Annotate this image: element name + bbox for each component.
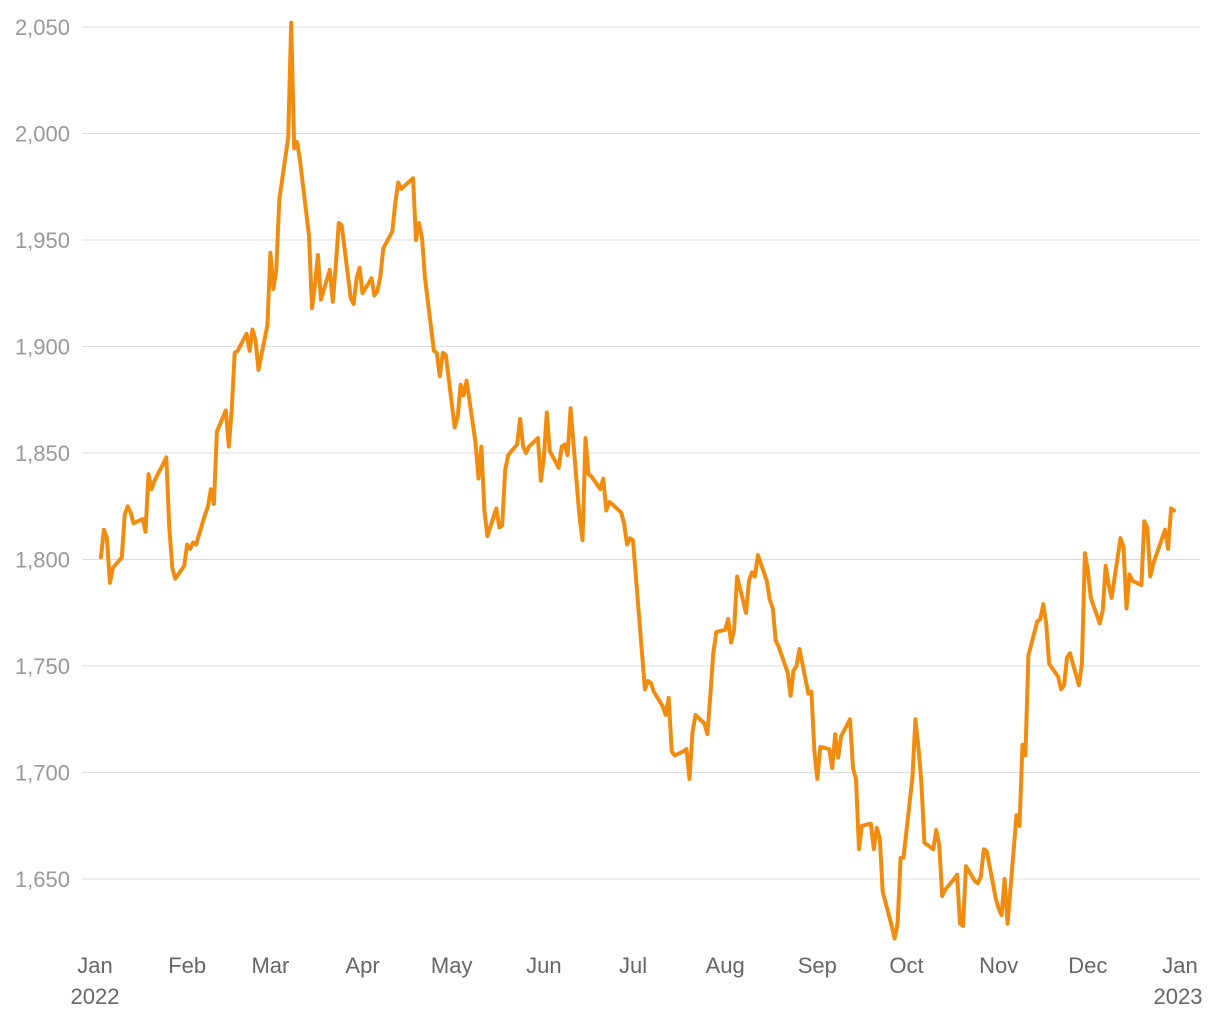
x-tick-label: Nov: [979, 953, 1018, 978]
x-tick-label: Apr: [345, 953, 379, 978]
y-gridlines: [82, 26, 1200, 880]
y-tick-label: 1,850: [15, 441, 70, 466]
x-tick-label: Oct: [889, 953, 923, 978]
y-tick-label: 1,950: [15, 228, 70, 253]
x-tick-year-label: 2023: [1154, 984, 1203, 1009]
y-tick-label: 1,650: [15, 867, 70, 892]
x-tick-label: Jun: [526, 953, 561, 978]
y-axis-tick-labels: 1,650 1,700 1,750 1,800 1,850 1,900 1,950 2,000…: [15, 15, 70, 892]
y-tick-label: 1,700: [15, 761, 70, 786]
x-tick-label: Jan: [77, 953, 112, 978]
x-axis-tick-labels: Jan 2022 Feb Mar Apr May Jun Jul Aug Sep Oct Nov Dec…: [71, 953, 1203, 1009]
x-tick-label: Feb: [168, 953, 206, 978]
price-series-line: [98, 20, 1177, 941]
x-tick-year-label: 2022: [71, 984, 120, 1009]
x-tick-label: Jul: [619, 953, 647, 978]
x-tick-label: Mar: [251, 953, 289, 978]
y-tick-label: 1,900: [15, 335, 70, 360]
x-tick-label: Jan: [1162, 953, 1197, 978]
x-tick-label: Dec: [1068, 953, 1107, 978]
x-tick-label: Sep: [798, 953, 837, 978]
x-tick-label: May: [431, 953, 473, 978]
y-tick-label: 2,000: [15, 122, 70, 147]
y-tick-label: 1,750: [15, 654, 70, 679]
y-tick-label: 1,800: [15, 548, 70, 573]
y-tick-label: 2,050: [15, 15, 70, 40]
x-tick-label: Aug: [706, 953, 745, 978]
